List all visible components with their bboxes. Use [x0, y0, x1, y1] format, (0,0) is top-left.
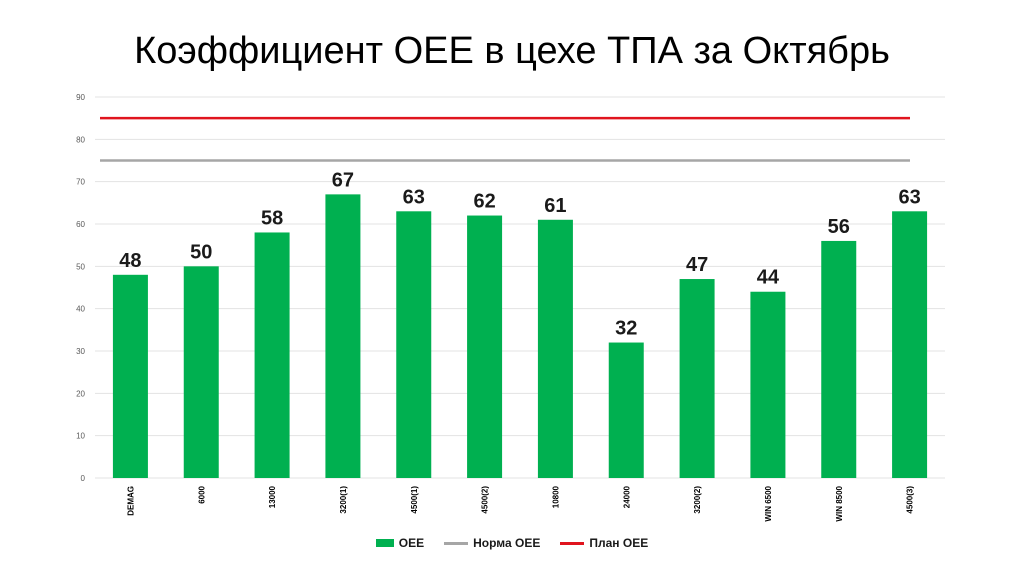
data-label: 50 — [190, 241, 212, 263]
y-tick-label: 40 — [76, 305, 85, 314]
y-tick-label: 10 — [76, 432, 85, 441]
legend: OEE Норма OEE План OEE — [0, 536, 1024, 550]
bars — [112, 194, 928, 479]
data-label: 44 — [757, 267, 780, 289]
x-tick-label: DEMAG — [126, 486, 135, 516]
legend-swatch-norm — [444, 541, 469, 545]
x-tick-label: WIN 6500 — [764, 485, 773, 521]
legend-swatch-plan — [560, 541, 585, 545]
chart-title: Коэффициент ОЕЕ в цехе ТПА за Октябрь — [134, 30, 890, 72]
bar — [396, 211, 432, 479]
x-tick-label: 6000 — [197, 485, 206, 503]
legend-swatch-oee — [375, 539, 394, 547]
x-tick-label: 24000 — [622, 485, 631, 508]
y-tick-label: 60 — [76, 220, 85, 229]
data-label: 58 — [261, 207, 283, 229]
y-tick-label: 30 — [76, 347, 85, 356]
x-tick-label: 3200(1) — [339, 486, 348, 514]
bar — [183, 266, 219, 478]
x-tick-label: 3200(2) — [693, 486, 702, 514]
bar — [750, 291, 786, 478]
data-labels: 48 50 58 67 63 62 61 32 47 44 56 63 — [119, 169, 920, 339]
x-tick-label: 4500(2) — [481, 486, 490, 514]
bar — [325, 194, 361, 478]
data-label: 63 — [898, 186, 920, 208]
legend-item-oee: OEE — [375, 536, 425, 550]
bar — [112, 274, 148, 478]
data-label: 63 — [403, 186, 425, 208]
x-tick-label: 10800 — [551, 485, 560, 508]
y-tick-label: 80 — [76, 135, 85, 144]
x-tick-label: 13000 — [268, 485, 277, 508]
x-tick-label: 4500(1) — [410, 486, 419, 514]
y-tick-label: 0 — [81, 474, 86, 483]
data-label: 67 — [332, 169, 354, 191]
x-tick-label: WIN 8500 — [835, 485, 844, 521]
data-label: 62 — [473, 191, 495, 213]
bar — [254, 232, 290, 478]
legend-label-oee: OEE — [398, 536, 425, 550]
data-label: 61 — [544, 195, 566, 217]
y-tick-label: 90 — [76, 93, 85, 102]
data-label: 48 — [119, 250, 141, 272]
legend-item-plan: План OEE — [560, 536, 648, 550]
data-label: 47 — [686, 254, 708, 276]
reference-lines — [100, 116, 910, 162]
gridlines — [95, 96, 945, 479]
x-tick-label: 4500(3) — [906, 486, 915, 514]
y-tick-label: 70 — [76, 178, 85, 187]
legend-label-norm: Норма OEE — [473, 536, 541, 550]
bar — [821, 240, 857, 478]
bar — [467, 215, 503, 479]
bar — [892, 211, 928, 479]
y-tick-label: 20 — [76, 389, 85, 398]
y-axis: 0 10 20 30 40 50 60 70 80 90 — [76, 93, 85, 483]
bar — [537, 219, 573, 478]
y-tick-label: 50 — [76, 262, 85, 271]
bar — [679, 279, 715, 478]
legend-label-plan: План OEE — [589, 536, 649, 550]
data-label: 56 — [828, 216, 850, 238]
bar — [608, 342, 644, 478]
legend-item-norm: Норма OEE — [444, 536, 540, 550]
x-axis: DEMAG 6000 13000 3200(1) 4500(1) 4500(2) 10800… — [126, 485, 914, 521]
data-label: 32 — [615, 318, 637, 340]
